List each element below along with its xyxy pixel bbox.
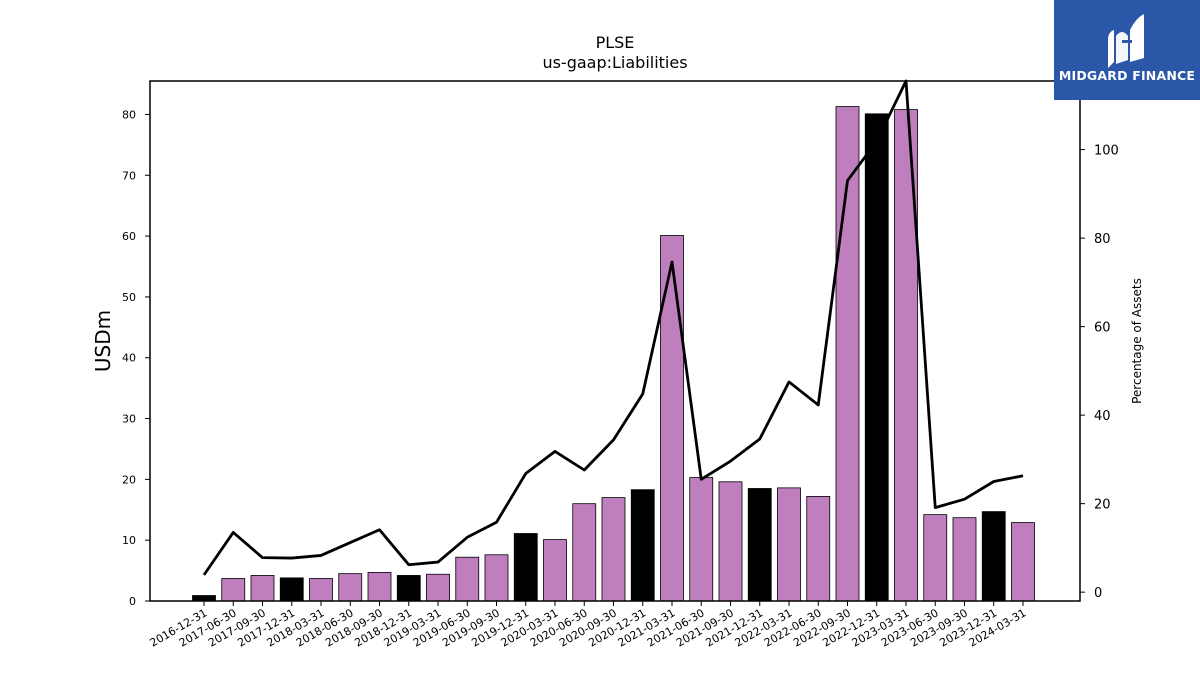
ratio-line	[202, 79, 1024, 576]
bar-2022-06-30	[806, 495, 831, 602]
logo-mark-icon	[1108, 14, 1144, 68]
y-axis-label: USDm	[91, 310, 115, 372]
bar-layer	[192, 106, 1035, 602]
bar-2016-12-31	[192, 595, 216, 602]
bar-2024-03-31	[1011, 522, 1035, 602]
bar-2023-06-30	[923, 514, 948, 602]
bar-2021-12-31	[747, 488, 772, 602]
bar-2018-06-30	[338, 573, 363, 602]
y-tick-label: 20	[122, 473, 136, 486]
bar-2019-06-30	[455, 556, 480, 602]
y2-tick-label: 100	[1094, 144, 1119, 159]
y-tick-label: 50	[122, 291, 136, 304]
plot-frame	[149, 80, 1081, 602]
y2-tick-label: 80	[1094, 232, 1111, 247]
left-axis: 0 10 20 30 40 50 60 70 80	[122, 108, 150, 608]
bar-2020-09-30	[601, 497, 626, 602]
ratio-line-layer	[202, 79, 1024, 576]
y2-tick-label: 40	[1094, 409, 1111, 424]
bar-2019-12-31	[513, 533, 538, 602]
right-axis: 0 20 40 60 80 100	[1080, 144, 1119, 601]
x-axis: 2016-12-312017-06-302017-09-302017-12-31…	[148, 601, 1029, 650]
bar-2021-06-30	[689, 477, 714, 602]
bar-2019-09-30	[484, 554, 509, 602]
y-tick-label: 10	[122, 534, 136, 547]
logo: MIDGARD FINANCE	[1054, 0, 1200, 100]
bar-2021-09-30	[718, 481, 743, 602]
logo-text: MIDGARD FINANCE	[1058, 68, 1196, 83]
y-tick-label: 0	[129, 595, 136, 608]
y2-axis-label: Percentage of Assets	[1130, 278, 1144, 404]
bar-2020-06-30	[572, 503, 597, 602]
y2-tick-label: 0	[1094, 586, 1102, 601]
chart-title: PLSE	[596, 33, 635, 52]
bar-2023-09-30	[952, 517, 977, 602]
bar-2022-03-31	[777, 487, 801, 602]
y-tick-label: 40	[122, 352, 136, 365]
y2-tick-label: 20	[1094, 498, 1111, 513]
bar-2022-12-31	[864, 113, 889, 602]
bar-2020-03-31	[543, 539, 567, 602]
y-tick-label: 60	[122, 230, 136, 243]
bar-2018-12-31	[396, 575, 421, 602]
y2-tick-label: 60	[1094, 321, 1111, 336]
y-tick-label: 30	[122, 413, 136, 426]
bar-2023-12-31	[981, 511, 1006, 602]
y-tick-label: 70	[122, 169, 136, 182]
chart-subtitle: us-gaap:Liabilities	[542, 53, 687, 72]
bar-2019-03-31	[426, 573, 450, 602]
bar-2017-12-31	[279, 577, 304, 602]
bar-2018-09-30	[367, 572, 392, 602]
bar-2021-03-31	[660, 235, 684, 602]
y-tick-label: 80	[122, 108, 136, 121]
bar-2017-06-30	[221, 578, 246, 602]
bar-2018-03-31	[309, 578, 333, 602]
bar-2017-09-30	[250, 575, 275, 602]
bar-2020-12-31	[630, 489, 655, 602]
